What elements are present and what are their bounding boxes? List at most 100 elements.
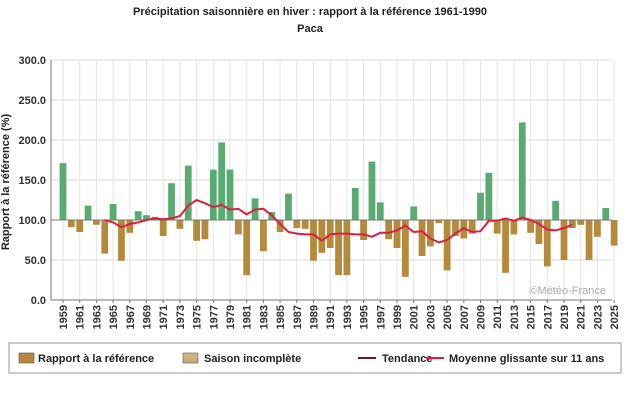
legend-swatch-incomplete-bottom: [183, 358, 198, 363]
bar-1985: [276, 220, 284, 232]
legend-label: Saison incomplète: [204, 353, 301, 365]
bar-1971: [159, 220, 167, 236]
x-tick-label: 1959: [58, 305, 70, 329]
bar-2002: [418, 220, 426, 256]
bar-1989: [310, 220, 317, 261]
bar-1987: [293, 220, 301, 228]
x-tick-label: 1965: [108, 305, 120, 329]
bar-1996: [368, 161, 376, 220]
bar-1977: [209, 169, 217, 220]
bar-1972: [168, 183, 175, 220]
legend-swatch-incomplete-border: [182, 352, 199, 364]
bar-2021: [577, 220, 585, 225]
y-tick-label: 150.0: [18, 175, 46, 187]
bar-1993: [343, 220, 351, 276]
bar-2024: [602, 208, 610, 220]
bar-1979: [226, 169, 234, 220]
bar-1974: [184, 165, 192, 220]
y-tick-label: 200.0: [18, 135, 46, 147]
bar-2012: [502, 220, 509, 273]
bar-2009: [477, 192, 484, 220]
x-tick-label: 2005: [442, 305, 454, 329]
bar-2004: [435, 220, 443, 224]
bar-2016: [535, 220, 543, 244]
bar-1961: [76, 220, 84, 232]
bar-1975: [193, 220, 200, 241]
x-tick-label: 1971: [158, 305, 170, 329]
bar-2010: [485, 172, 493, 220]
x-tick-label: 1985: [275, 305, 287, 329]
bar-2018: [552, 200, 560, 220]
y-tick-label: 250.0: [18, 95, 46, 107]
legend-label: Rapport à la référence: [38, 353, 154, 365]
x-tick-label: 2013: [509, 305, 521, 329]
x-tick-label: 2007: [459, 305, 471, 329]
y-axis-label: Rapport à la référence (%): [0, 114, 12, 251]
bar-1962: [84, 205, 92, 220]
x-tick-label: 1995: [359, 305, 371, 329]
bar-1998: [385, 220, 393, 240]
bar-1969: [143, 215, 150, 220]
x-tick-label: 1983: [258, 305, 270, 329]
bar-1995: [360, 220, 367, 240]
bar-2022: [585, 220, 593, 260]
bar-1992: [335, 220, 342, 276]
bar-1976: [201, 220, 209, 240]
bar-2015: [527, 220, 534, 233]
bar-2023: [594, 220, 601, 237]
x-tick-label: 2023: [592, 305, 604, 329]
bar-1988: [301, 220, 309, 229]
bar-2006: [452, 220, 459, 236]
x-tick-label: 1987: [292, 305, 304, 329]
bar-2000: [401, 220, 409, 277]
y-tick-label: 50.0: [25, 255, 46, 267]
x-tick-label: 1969: [142, 305, 154, 329]
x-tick-label: 1991: [325, 305, 337, 329]
x-tick-label: 1989: [309, 305, 321, 329]
x-tick-label: 1973: [175, 305, 187, 329]
bar-1978: [218, 142, 226, 220]
legend: Rapport à la référence Saison incomplète T…: [8, 342, 622, 374]
chart-title: Précipitation saisonnière en hiver : rap…: [133, 6, 487, 18]
bar-1980: [234, 220, 242, 235]
x-tick-label: 2021: [576, 305, 588, 329]
legend-label: Tendance: [382, 353, 433, 365]
x-tick-label: 2009: [476, 305, 488, 329]
bar-1994: [351, 188, 359, 220]
bar-2005: [443, 220, 451, 271]
legend-label: Moyenne glissante sur 11 ans: [449, 353, 604, 365]
bar-2017: [543, 220, 551, 267]
bar-2014: [518, 122, 526, 220]
bars-group: [59, 122, 618, 277]
bar-1965: [109, 204, 117, 220]
bar-1981: [243, 220, 251, 276]
x-tick-label: 2025: [609, 305, 621, 329]
bar-1964: [101, 220, 109, 254]
y-tick-label: 300.0: [18, 55, 46, 67]
bar-2019: [560, 220, 568, 260]
moving-average-group: [104, 198, 573, 244]
x-tick-label: 1967: [125, 305, 137, 329]
grid-lines: [51, 59, 615, 300]
bar-1963: [93, 220, 100, 225]
bar-2011: [493, 220, 501, 234]
x-tick-label: 1979: [225, 305, 237, 329]
bar-1986: [285, 193, 292, 220]
x-tick-label: 1981: [242, 305, 254, 329]
bar-2001: [410, 206, 418, 220]
x-tick-label: 2011: [492, 305, 504, 329]
bar-2025: [610, 220, 618, 246]
bar-1960: [67, 220, 75, 228]
bar-1999: [393, 220, 401, 248]
bar-1997: [376, 202, 384, 220]
x-tick-label: 2001: [409, 305, 421, 329]
bar-1983: [260, 220, 267, 252]
axes: 0.0 50.0 100.0 150.0 200.0 250.0 300.0 1959 1961…: [18, 55, 621, 329]
bar-2008: [468, 220, 476, 234]
x-tick-label: 1961: [75, 305, 87, 329]
x-tick-label: 2015: [526, 305, 538, 329]
bar-2020: [568, 220, 576, 228]
bar-1990: [318, 220, 326, 253]
